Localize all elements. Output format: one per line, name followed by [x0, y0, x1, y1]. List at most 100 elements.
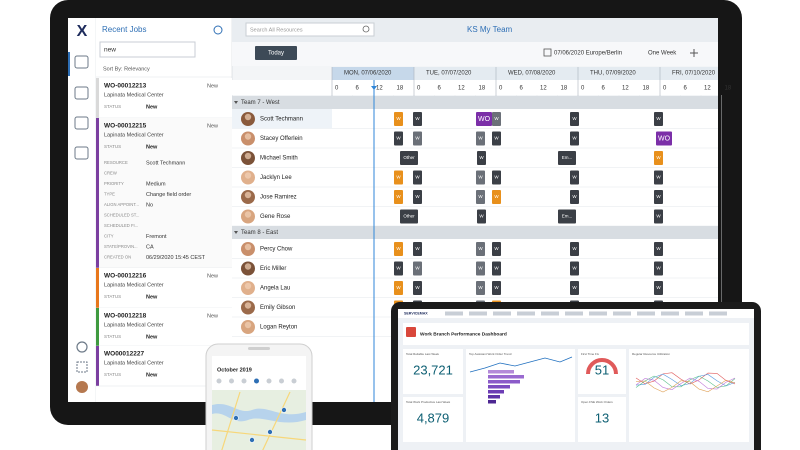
booking[interactable] [476, 261, 485, 276]
row-highlight [232, 109, 332, 129]
nav-icon[interactable] [74, 116, 89, 130]
booking[interactable] [476, 112, 492, 126]
booking[interactable] [400, 151, 418, 165]
booking[interactable] [400, 209, 418, 224]
booking-label: W [494, 246, 499, 251]
booking-label: W [396, 285, 401, 290]
nav-active [68, 52, 70, 76]
user-avatar[interactable] [76, 381, 88, 393]
booking[interactable] [476, 170, 485, 185]
booking[interactable] [394, 261, 403, 276]
team-selector[interactable]: KS My Team [467, 25, 513, 34]
booking[interactable] [654, 242, 663, 256]
booking[interactable] [492, 261, 501, 276]
resource-search[interactable] [245, 22, 375, 37]
booking[interactable] [492, 281, 501, 295]
booking[interactable] [492, 170, 501, 185]
resource-name[interactable]: Gene Rose [260, 214, 291, 220]
resource-name[interactable]: Jose Ramirez [260, 195, 297, 201]
booking[interactable] [476, 131, 485, 146]
util-title: Regular Resource Utilization [632, 352, 670, 356]
day-header-active [332, 67, 414, 80]
booking[interactable] [570, 242, 579, 256]
booking[interactable] [413, 261, 422, 276]
hour-label: 0 [335, 86, 339, 92]
booking[interactable] [492, 131, 501, 146]
booking-label: W [656, 116, 661, 121]
resource-name[interactable]: Michael Smith [260, 156, 298, 162]
booking[interactable] [654, 190, 663, 204]
resource-name[interactable]: Emily Gibson [260, 305, 295, 311]
booking[interactable] [394, 281, 403, 295]
booking[interactable] [477, 209, 486, 224]
booking[interactable] [394, 112, 403, 126]
resource-name[interactable]: Scott Techmann [260, 117, 303, 123]
phone-day [254, 378, 259, 384]
resource-name[interactable]: Angela Lau [260, 286, 290, 292]
nav-icon[interactable] [74, 146, 89, 160]
hour-label: 0 [499, 86, 503, 92]
booking[interactable] [654, 170, 663, 185]
refresh-icon[interactable] [213, 25, 223, 35]
job-card[interactable] [96, 118, 232, 268]
booking-label: W [572, 246, 577, 251]
booking[interactable] [570, 281, 579, 295]
booking[interactable] [476, 242, 485, 256]
jobs-title[interactable]: Recent Jobs [102, 25, 146, 34]
booking[interactable] [656, 131, 672, 146]
booking[interactable] [394, 170, 403, 185]
booking[interactable] [394, 131, 403, 146]
booking[interactable] [558, 209, 576, 224]
job-card[interactable] [96, 308, 232, 346]
booking[interactable] [413, 112, 422, 126]
jobs-sort[interactable]: Sort By: Relevancy [103, 66, 150, 72]
hour-label: 6 [602, 86, 606, 92]
booking[interactable] [492, 112, 501, 126]
today-button[interactable] [255, 46, 297, 60]
booking[interactable] [476, 281, 485, 295]
booking[interactable] [476, 190, 485, 204]
kpi-value: 23,721 [413, 362, 453, 377]
booking-label: W [396, 194, 401, 199]
booking[interactable] [654, 151, 663, 165]
range-selector[interactable]: One Week [648, 51, 677, 57]
booking[interactable] [654, 112, 663, 126]
booking[interactable] [413, 242, 422, 256]
job-card[interactable] [96, 78, 232, 118]
resource-name[interactable]: Stacey Offerlein [260, 136, 303, 142]
resource-name[interactable]: Percy Chow [260, 247, 293, 253]
booking-label: W [415, 194, 420, 199]
resource-name[interactable]: Logan Reyton [260, 325, 297, 331]
nav-icon[interactable] [74, 55, 89, 69]
resource-name[interactable]: Eric Miller [260, 266, 286, 272]
jobs-search-box[interactable] [99, 41, 196, 58]
booking[interactable] [492, 190, 501, 204]
booking[interactable] [570, 261, 579, 276]
date-picker[interactable]: 07/06/2020 Europe/Berlin [554, 51, 622, 57]
booking[interactable] [477, 151, 486, 165]
resource-name[interactable]: Jacklyn Lee [260, 175, 292, 181]
booking[interactable] [654, 261, 663, 276]
booking[interactable] [413, 281, 422, 295]
nav-icon[interactable] [74, 86, 89, 100]
phone-day [279, 378, 284, 384]
apps-icon[interactable] [76, 361, 88, 373]
booking[interactable] [654, 209, 663, 224]
today-label: Today [268, 51, 284, 57]
booking[interactable] [570, 190, 579, 204]
settings-icon[interactable] [76, 341, 88, 353]
booking[interactable] [394, 242, 403, 256]
booking[interactable] [413, 131, 422, 146]
booking[interactable] [394, 190, 403, 204]
job-card[interactable] [96, 268, 232, 308]
booking[interactable] [570, 131, 579, 146]
job-status: New [146, 334, 158, 340]
detail-label: CREW [104, 171, 117, 176]
booking[interactable] [654, 281, 663, 295]
booking[interactable] [570, 112, 579, 126]
booking[interactable] [413, 190, 422, 204]
booking[interactable] [492, 242, 501, 256]
booking[interactable] [570, 170, 579, 185]
booking[interactable] [558, 151, 576, 165]
booking[interactable] [413, 170, 422, 185]
